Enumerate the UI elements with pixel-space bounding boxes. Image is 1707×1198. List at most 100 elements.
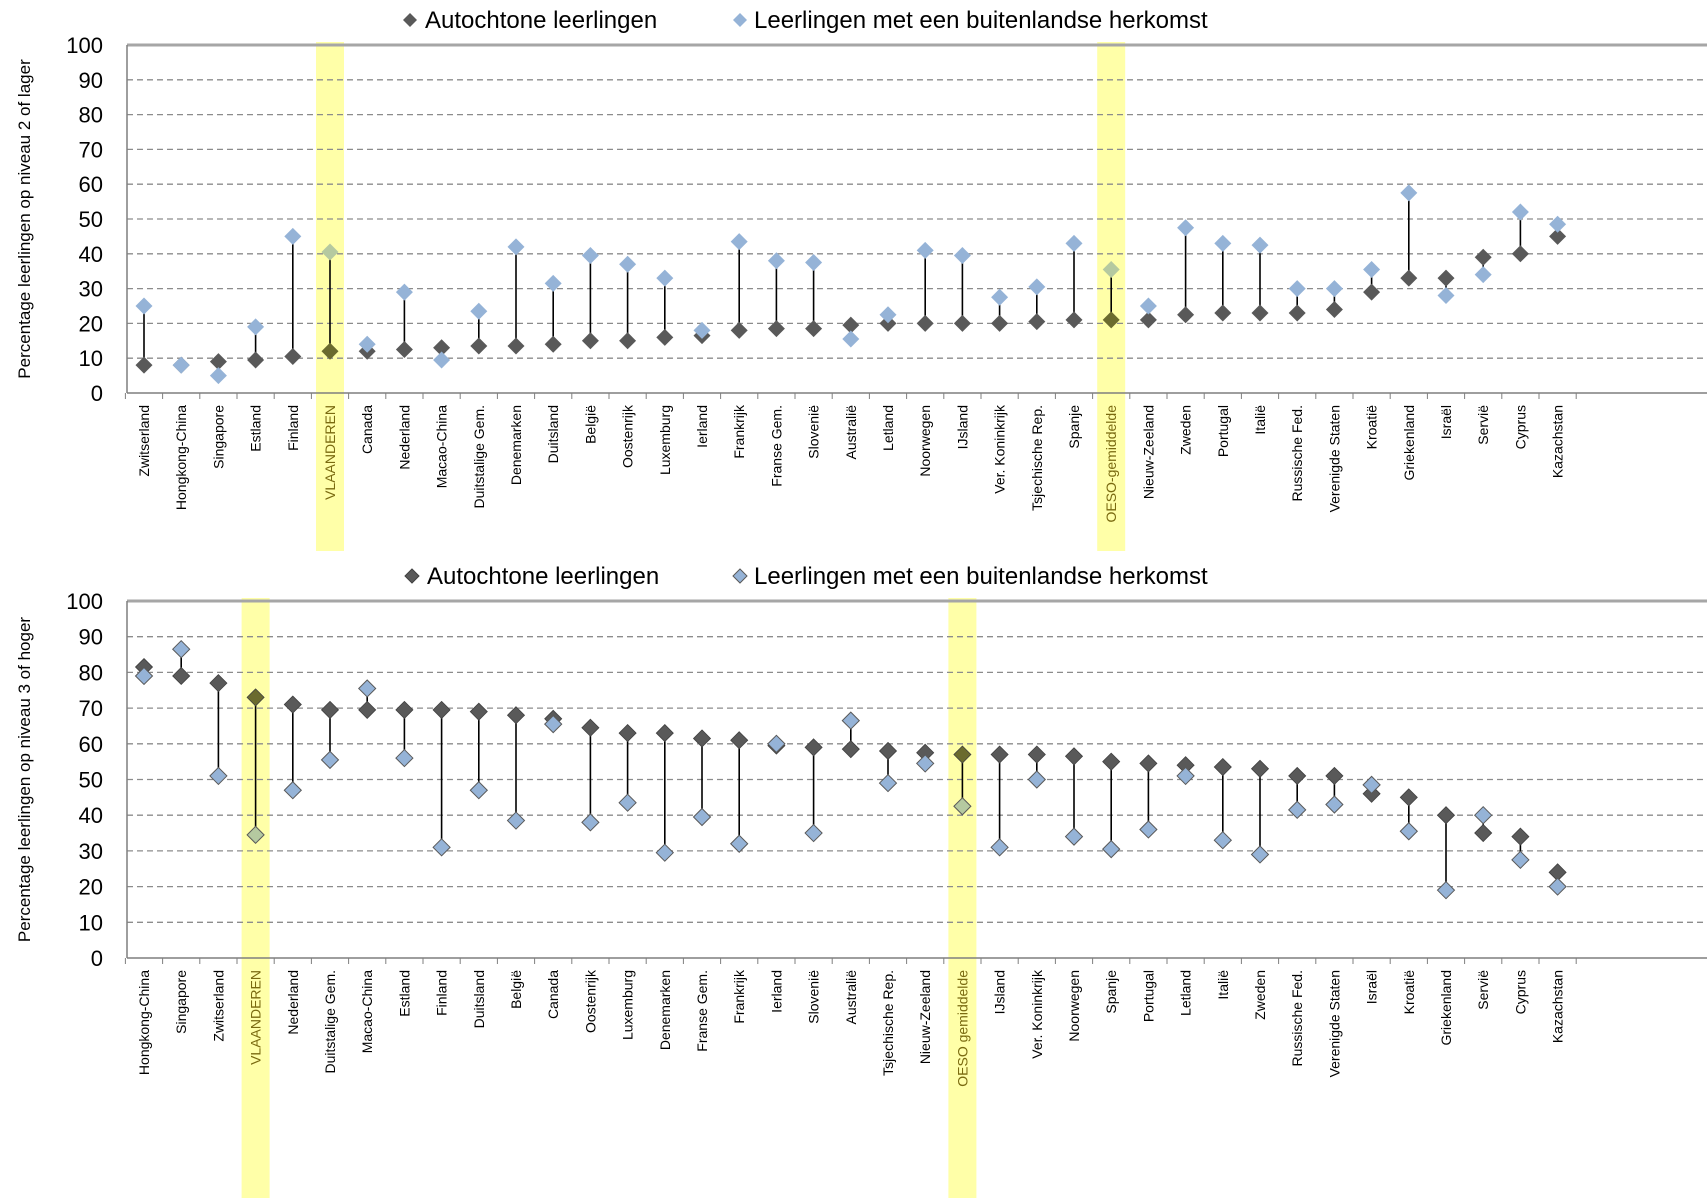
point-autochtoon-duitstalige-gem xyxy=(470,337,488,355)
y-tick-label-80: 80 xyxy=(79,660,103,685)
x-tick-label-israel: Israël xyxy=(1438,405,1454,439)
point-buitenlands-kazachstan xyxy=(1548,877,1567,896)
point-autochtoon-kazachstan xyxy=(1549,227,1567,245)
point-buitenlands-canada xyxy=(543,714,563,734)
point-autochtoon-macao-china xyxy=(358,700,377,719)
point-autochtoon-ver-koninkrijk xyxy=(991,314,1009,332)
x-tick-label-duitstalige-gem: Duitstalige Gem. xyxy=(471,405,487,508)
legend-marker-buitenlands xyxy=(732,568,748,584)
x-tick-label-slovenie: Slovenië xyxy=(806,970,822,1024)
point-autochtoon-tsjechische-rep xyxy=(878,741,898,761)
point-buitenlands-finland xyxy=(284,227,302,245)
point-autochtoon-portugal xyxy=(1214,304,1232,322)
point-buitenlands-singapore xyxy=(171,639,191,659)
point-buitenlands-kazachstan xyxy=(1549,215,1567,233)
point-autochtoon-italie xyxy=(1251,304,1269,322)
x-tick-label-italie: Italië xyxy=(1252,405,1268,435)
point-autochtoon-griekenland xyxy=(1400,269,1418,287)
point-autochtoon-spanje xyxy=(1102,752,1121,771)
point-autochtoon-verenigde-staten xyxy=(1325,766,1344,785)
point-buitenlands-canada xyxy=(358,335,376,353)
point-buitenlands-vlaanderen xyxy=(321,243,339,261)
x-tick-label-macao-china: Macao-China xyxy=(434,405,450,488)
point-autochtoon-duitsland xyxy=(469,702,488,721)
point-buitenlands-spanje xyxy=(1101,839,1121,859)
x-tick-label-frankrijk: Frankrijk xyxy=(731,969,747,1024)
point-autochtoon-russische-fed xyxy=(1288,304,1306,322)
y-tick-label-70: 70 xyxy=(79,137,103,162)
x-tick-label-macao-china: Macao-China xyxy=(359,970,375,1053)
point-buitenlands-franse-gem xyxy=(692,807,712,827)
legend-label-buitenlands: Leerlingen met een buitenlandse herkomst xyxy=(754,563,1208,590)
x-tick-label-belgie: België xyxy=(582,405,598,444)
x-tick-label-zwitserland: Zwitserland xyxy=(210,970,226,1042)
y-tick-label-30: 30 xyxy=(79,277,103,302)
point-autochtoon-noorwegen xyxy=(916,314,934,332)
point-autochtoon-frankrijk xyxy=(730,731,749,750)
point-buitenlands-duitstalige-gem xyxy=(470,302,488,320)
point-buitenlands-estland xyxy=(247,318,265,336)
point-autochtoon-ver-koninkrijk xyxy=(1027,745,1046,764)
point-autochtoon-singapore xyxy=(209,353,227,371)
x-tick-label-ijsland: IJsland xyxy=(992,970,1008,1014)
point-autochtoon-noorwegen xyxy=(1064,747,1084,766)
x-tick-label-nieuw-zeeland: Nieuw-Zeeland xyxy=(917,970,933,1064)
point-buitenlands-noorwegen xyxy=(1064,827,1084,846)
x-tick-label-canada: Canada xyxy=(545,970,561,1019)
x-tick-label-spanje: Spanje xyxy=(1066,405,1082,449)
point-buitenlands-ijsland xyxy=(953,247,971,265)
x-tick-label-denemarken: Denemarken xyxy=(657,970,673,1050)
point-buitenlands-kroatie xyxy=(1399,822,1419,841)
point-autochtoon-verenigde-staten xyxy=(1325,300,1343,318)
x-tick-label-slovenie: Slovenië xyxy=(806,405,822,459)
x-tick-label-finland: Finland xyxy=(434,970,450,1016)
point-buitenlands-oostenrijk xyxy=(581,813,600,832)
point-autochtoon-kroatie xyxy=(1363,283,1381,301)
x-tick-label-luxemburg: Luxemburg xyxy=(657,405,673,475)
point-buitenlands-letland xyxy=(1176,766,1195,786)
x-tick-label-russische-fed: Russische Fed. xyxy=(1289,405,1305,501)
x-tick-label-kazachstan: Kazachstan xyxy=(1550,405,1566,478)
x-tick-label-canada: Canada xyxy=(359,405,375,454)
point-autochtoon-finland xyxy=(284,347,302,365)
y-tick-label-90: 90 xyxy=(79,625,103,650)
point-buitenlands-belgie xyxy=(506,811,526,830)
point-buitenlands-verenigde-staten xyxy=(1325,795,1344,814)
x-tick-label-letland: Letland xyxy=(880,405,896,451)
legend-marker-autochtoon xyxy=(403,13,417,27)
x-tick-label-hongkong-china: Hongkong-China xyxy=(136,970,152,1075)
point-buitenlands-frankrijk xyxy=(729,834,749,853)
point-buitenlands-zwitserland xyxy=(135,297,153,315)
y-tick-label-40: 40 xyxy=(79,803,103,828)
point-autochtoon-portugal xyxy=(1139,754,1158,773)
x-tick-label-oeso-gemiddelde: OESO gemiddelde xyxy=(954,970,970,1087)
x-tick-label-finland: Finland xyxy=(285,405,301,451)
x-tick-label-letland: Letland xyxy=(1178,970,1194,1016)
point-autochtoon-kroatie xyxy=(1399,788,1418,807)
y-tick-label-80: 80 xyxy=(79,103,103,128)
point-buitenlands-oostenrijk xyxy=(619,255,637,273)
point-buitenlands-nederland xyxy=(283,781,303,800)
y-tick-label-100: 100 xyxy=(66,589,103,614)
x-tick-label-frankrijk: Frankrijk xyxy=(731,404,747,459)
chart-panel-1: 0 10 20 30 40 50 60 70 80 90 100 Percentage leerlin… xyxy=(15,7,1707,551)
x-tick-label-australie: Australië xyxy=(843,970,859,1025)
point-buitenlands-estland xyxy=(395,748,414,768)
point-autochtoon-letland xyxy=(879,314,897,332)
point-autochtoon-cyprus xyxy=(1511,245,1529,263)
point-buitenlands-denemarken xyxy=(507,238,525,256)
point-buitenlands-belgie xyxy=(581,247,599,265)
point-buitenlands-singapore xyxy=(209,367,227,385)
point-autochtoon-israel xyxy=(1437,269,1455,287)
x-tick-label-kroatie: Kroatië xyxy=(1364,405,1380,450)
point-buitenlands-slovenie xyxy=(805,254,823,271)
x-tick-label-zweden: Zweden xyxy=(1178,405,1194,455)
point-buitenlands-portugal xyxy=(1214,234,1232,252)
legend-label-autochtoon: Autochtone leerlingen xyxy=(427,563,659,590)
point-autochtoon-nederland xyxy=(395,341,413,358)
y-tick-label-40: 40 xyxy=(79,242,103,267)
point-buitenlands-ijsland xyxy=(990,838,1009,857)
point-buitenlands-denemarken xyxy=(655,843,675,862)
point-buitenlands-cyprus xyxy=(1511,850,1530,870)
